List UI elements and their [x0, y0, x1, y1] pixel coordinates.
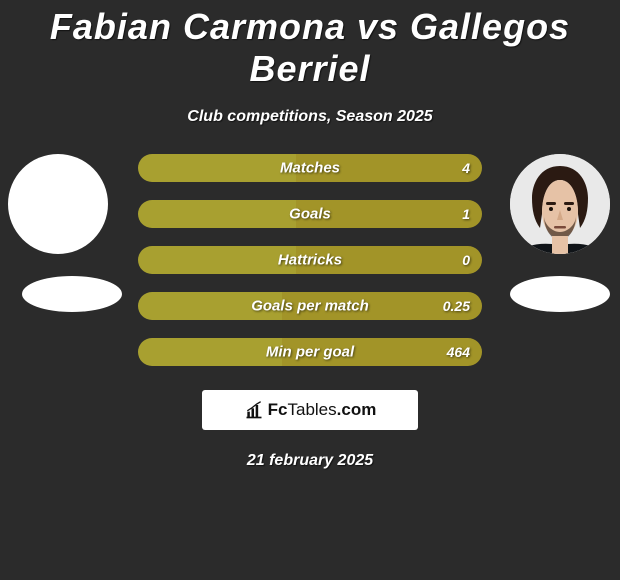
player-right-avatar-image: [510, 154, 610, 254]
brand-text: FcTables.com: [268, 400, 377, 420]
stat-bar-seg-left: [138, 200, 296, 228]
player-right: [500, 154, 620, 312]
stat-bar-value-right: 4: [462, 160, 470, 176]
stat-bar-seg-left: [138, 246, 296, 274]
player-left-club-logo: [22, 276, 122, 312]
subtitle: Club competitions, Season 2025: [0, 108, 620, 126]
player-left: [0, 154, 120, 312]
stat-bar-value-right: 0.25: [443, 298, 470, 314]
date-label: 21 february 2025: [0, 452, 620, 470]
stat-bar-label: Matches: [280, 160, 340, 177]
stat-bar: Goals per match 0.25: [138, 292, 482, 320]
stat-bar-value-right: 0: [462, 252, 470, 268]
player-right-club-logo: [510, 276, 610, 312]
bar-chart-icon: [244, 400, 264, 420]
stat-bar: Matches 4: [138, 154, 482, 182]
stat-bar-seg-left: [138, 338, 282, 366]
brand-fc: Fc: [268, 400, 288, 419]
stat-bar: Hattricks 0: [138, 246, 482, 274]
comparison-arena: Matches 4 Goals 1 Hattricks 0 Goals per match 0…: [0, 154, 620, 366]
stat-bars: Matches 4 Goals 1 Hattricks 0 Goals per match 0…: [138, 154, 482, 366]
brand-tables: Tables: [288, 400, 337, 419]
brand-box: FcTables.com: [202, 390, 418, 430]
stat-bar: Min per goal 464: [138, 338, 482, 366]
player-left-avatar: [8, 154, 108, 254]
brand-dotcom: .com: [337, 400, 377, 419]
stat-bar-seg-left: [138, 154, 296, 182]
stat-bar: Goals 1: [138, 200, 482, 228]
stat-bar-value-right: 464: [447, 344, 470, 360]
stat-bar-value-right: 1: [462, 206, 470, 222]
player-right-avatar: [510, 154, 610, 254]
stat-bar-label: Hattricks: [278, 252, 342, 269]
stat-bar-label: Goals per match: [251, 298, 369, 315]
stat-bar-label: Min per goal: [266, 344, 354, 361]
page-title: Fabian Carmona vs Gallegos Berriel: [0, 0, 620, 90]
stat-bar-label: Goals: [289, 206, 331, 223]
